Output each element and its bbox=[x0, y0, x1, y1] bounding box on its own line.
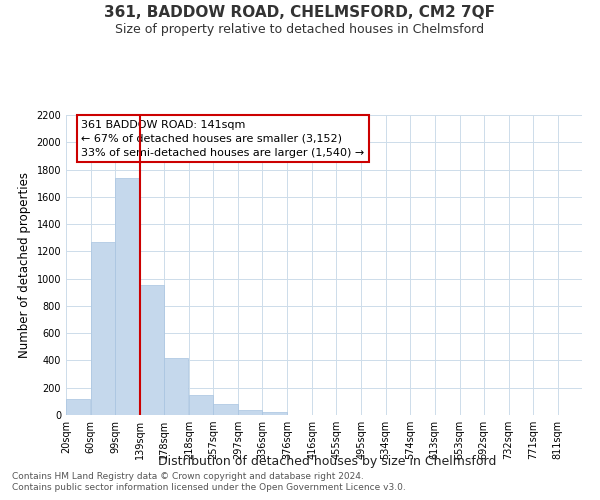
Bar bbox=[115, 178, 139, 415]
Bar bbox=[189, 394, 214, 415]
Bar bbox=[164, 358, 188, 415]
Bar bbox=[140, 286, 164, 415]
Bar bbox=[214, 404, 238, 415]
Text: Distribution of detached houses by size in Chelmsford: Distribution of detached houses by size … bbox=[158, 455, 496, 468]
Text: Size of property relative to detached houses in Chelmsford: Size of property relative to detached ho… bbox=[115, 22, 485, 36]
Bar bbox=[66, 398, 90, 415]
Text: Contains public sector information licensed under the Open Government Licence v3: Contains public sector information licen… bbox=[12, 484, 406, 492]
Bar bbox=[91, 242, 115, 415]
Text: 361 BADDOW ROAD: 141sqm
← 67% of detached houses are smaller (3,152)
33% of semi: 361 BADDOW ROAD: 141sqm ← 67% of detache… bbox=[82, 120, 365, 158]
Text: Contains HM Land Registry data © Crown copyright and database right 2024.: Contains HM Land Registry data © Crown c… bbox=[12, 472, 364, 481]
Y-axis label: Number of detached properties: Number of detached properties bbox=[18, 172, 31, 358]
Text: 361, BADDOW ROAD, CHELMSFORD, CM2 7QF: 361, BADDOW ROAD, CHELMSFORD, CM2 7QF bbox=[104, 5, 496, 20]
Bar bbox=[238, 410, 262, 415]
Bar bbox=[262, 412, 287, 415]
